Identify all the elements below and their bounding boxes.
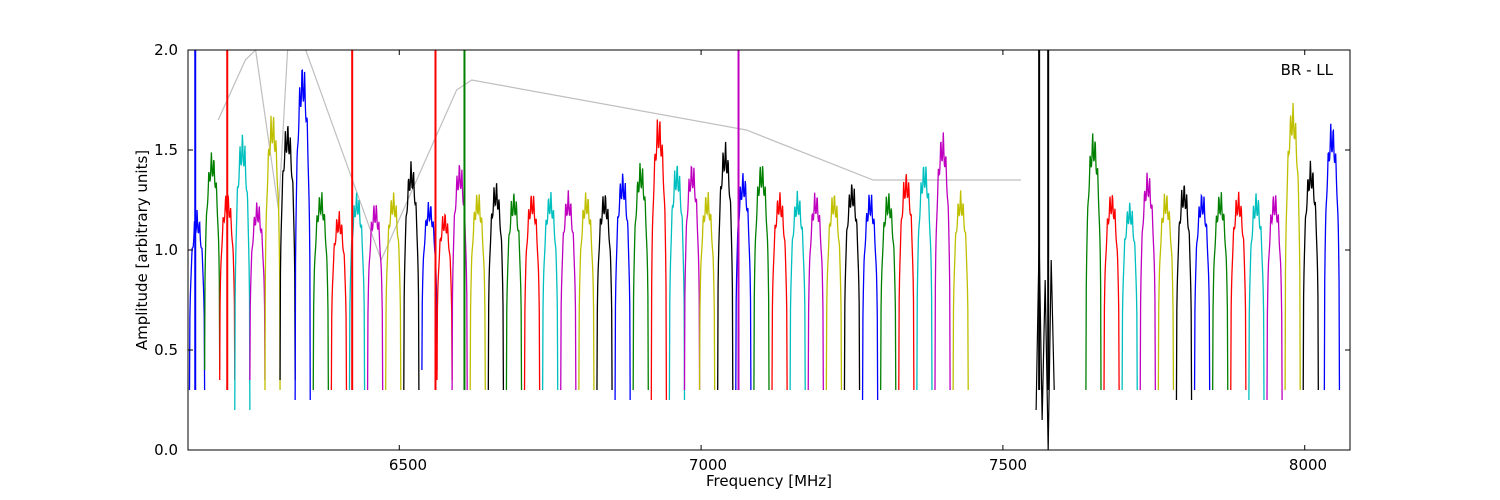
- channel-trace-7400: [934, 132, 951, 391]
- y-axis-label: Amplitude [arbitrary units]: [133, 150, 151, 350]
- channel-trace-7980: [1284, 102, 1301, 391]
- y-tick-label-0: 0.0: [154, 441, 178, 459]
- channel-trace-7800: [1175, 185, 1193, 401]
- channel-trace-7100: [753, 166, 770, 391]
- channel-trace-6340: [294, 69, 311, 401]
- channel-trace-6370: [312, 192, 329, 391]
- channel-trace-7680: [1103, 195, 1120, 391]
- channel-trace-7950: [1266, 195, 1283, 401]
- channel-trace-7040: [717, 141, 734, 391]
- channel-trace-7160: [789, 190, 806, 391]
- baseline-annotation: BR - LL: [1281, 61, 1334, 79]
- channel-trace-7280: [861, 194, 879, 401]
- series-line-0: [217, 50, 1022, 262]
- y-tick-label-1.5: 1.5: [154, 141, 178, 159]
- channel-trace-7860: [1212, 192, 1229, 391]
- axis-ticks: [188, 49, 1350, 451]
- channel-trace-6780: [560, 190, 577, 391]
- channel-trace-6810: [578, 192, 595, 391]
- y-tick-label-1.0: 1.0: [154, 241, 178, 259]
- channel-trace-7370: [916, 166, 933, 391]
- channel-trace-6870: [614, 173, 631, 401]
- x-tick-label-6500: 6500: [389, 456, 427, 474]
- channel-trace-6960: [668, 165, 686, 401]
- channel-trace-6550: [421, 202, 438, 371]
- channel-trace-7650: [1085, 133, 1102, 391]
- x-axis-label: Frequency [MHz]: [706, 472, 832, 490]
- channel-trace-6720: [523, 195, 541, 391]
- y-tick-label-2.0: 2.0: [154, 41, 178, 59]
- channel-trace-6575: [436, 213, 453, 381]
- channel-trace-6315: [279, 126, 296, 381]
- channel-trace-7250: [843, 184, 861, 391]
- channel-trace-7710: [1121, 202, 1138, 391]
- channel-trace-7190: [807, 192, 824, 391]
- channel-trace-6520: [403, 161, 420, 391]
- channel-trace-6900: [632, 163, 649, 391]
- channel-trace-7130: [771, 192, 788, 391]
- channel-trace-6490: [385, 192, 402, 391]
- channel-trace-7010: [698, 191, 716, 391]
- channel-traces: [188, 50, 1341, 450]
- channel-trace-6630: [469, 194, 486, 391]
- channel-trace-7890: [1230, 191, 1247, 391]
- channel-trace-6690: [505, 193, 523, 391]
- channel-trace-6460: [366, 205, 384, 391]
- channel-trace-6840: [596, 195, 613, 391]
- channel-trace-6985: [683, 165, 701, 391]
- y-tick-label-0.5: 0.5: [154, 341, 178, 359]
- x-tick-label-7000: 7000: [689, 456, 727, 474]
- channel-trace-7220: [825, 195, 843, 391]
- channel-trace-7340: [898, 174, 915, 391]
- channel-trace-6165: [188, 209, 206, 391]
- channel-trace-8010: [1302, 160, 1319, 391]
- channel-trace-6265: [249, 202, 266, 381]
- channel-trace-6930: [650, 119, 668, 401]
- channel-trace-6290: [264, 115, 281, 391]
- channel-trace-7770: [1157, 193, 1175, 391]
- x-tick-label-7500: 7500: [989, 456, 1027, 474]
- channel-trace-7920: [1248, 193, 1265, 401]
- x-tick-label-8000: 8000: [1289, 456, 1327, 474]
- channel-trace-7740: [1139, 172, 1156, 391]
- channel-trace-6190: [203, 152, 221, 371]
- channel-trace-8045: [1323, 123, 1341, 391]
- channel-trace-6400: [330, 211, 348, 391]
- channel-trace-6660: [487, 183, 505, 391]
- channel-trace-6240: [234, 134, 251, 411]
- channel-trace-7430: [952, 190, 969, 391]
- channel-trace-7830: [1193, 193, 1211, 391]
- channel-trace-6750: [541, 191, 559, 391]
- channel-trace-7310: [880, 193, 897, 391]
